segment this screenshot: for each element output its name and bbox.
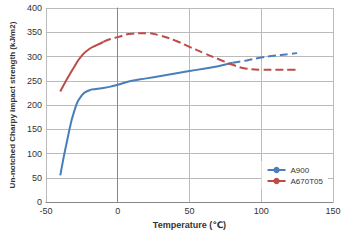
- svg-text:150: 150: [27, 124, 42, 134]
- svg-text:400: 400: [27, 3, 42, 13]
- svg-text:A900: A900: [291, 166, 310, 175]
- svg-text:150: 150: [325, 206, 340, 216]
- svg-text:350: 350: [27, 27, 42, 37]
- svg-text:50: 50: [32, 173, 42, 183]
- svg-text:100: 100: [27, 149, 42, 159]
- svg-text:Un-notched Charpy impact stren: Un-notched Charpy impact strength (kJ/m2…: [8, 21, 17, 188]
- svg-text:100: 100: [254, 206, 269, 216]
- svg-text:250: 250: [27, 76, 42, 86]
- svg-text:200: 200: [27, 100, 42, 110]
- svg-text:A670T05: A670T05: [291, 177, 324, 186]
- svg-text:0: 0: [36, 197, 42, 208]
- svg-text:0: 0: [115, 206, 120, 216]
- svg-text:300: 300: [27, 52, 42, 62]
- svg-text:Temperature (℃): Temperature (℃): [153, 220, 226, 230]
- svg-text:50: 50: [184, 206, 194, 216]
- svg-text:-50: -50: [39, 206, 52, 216]
